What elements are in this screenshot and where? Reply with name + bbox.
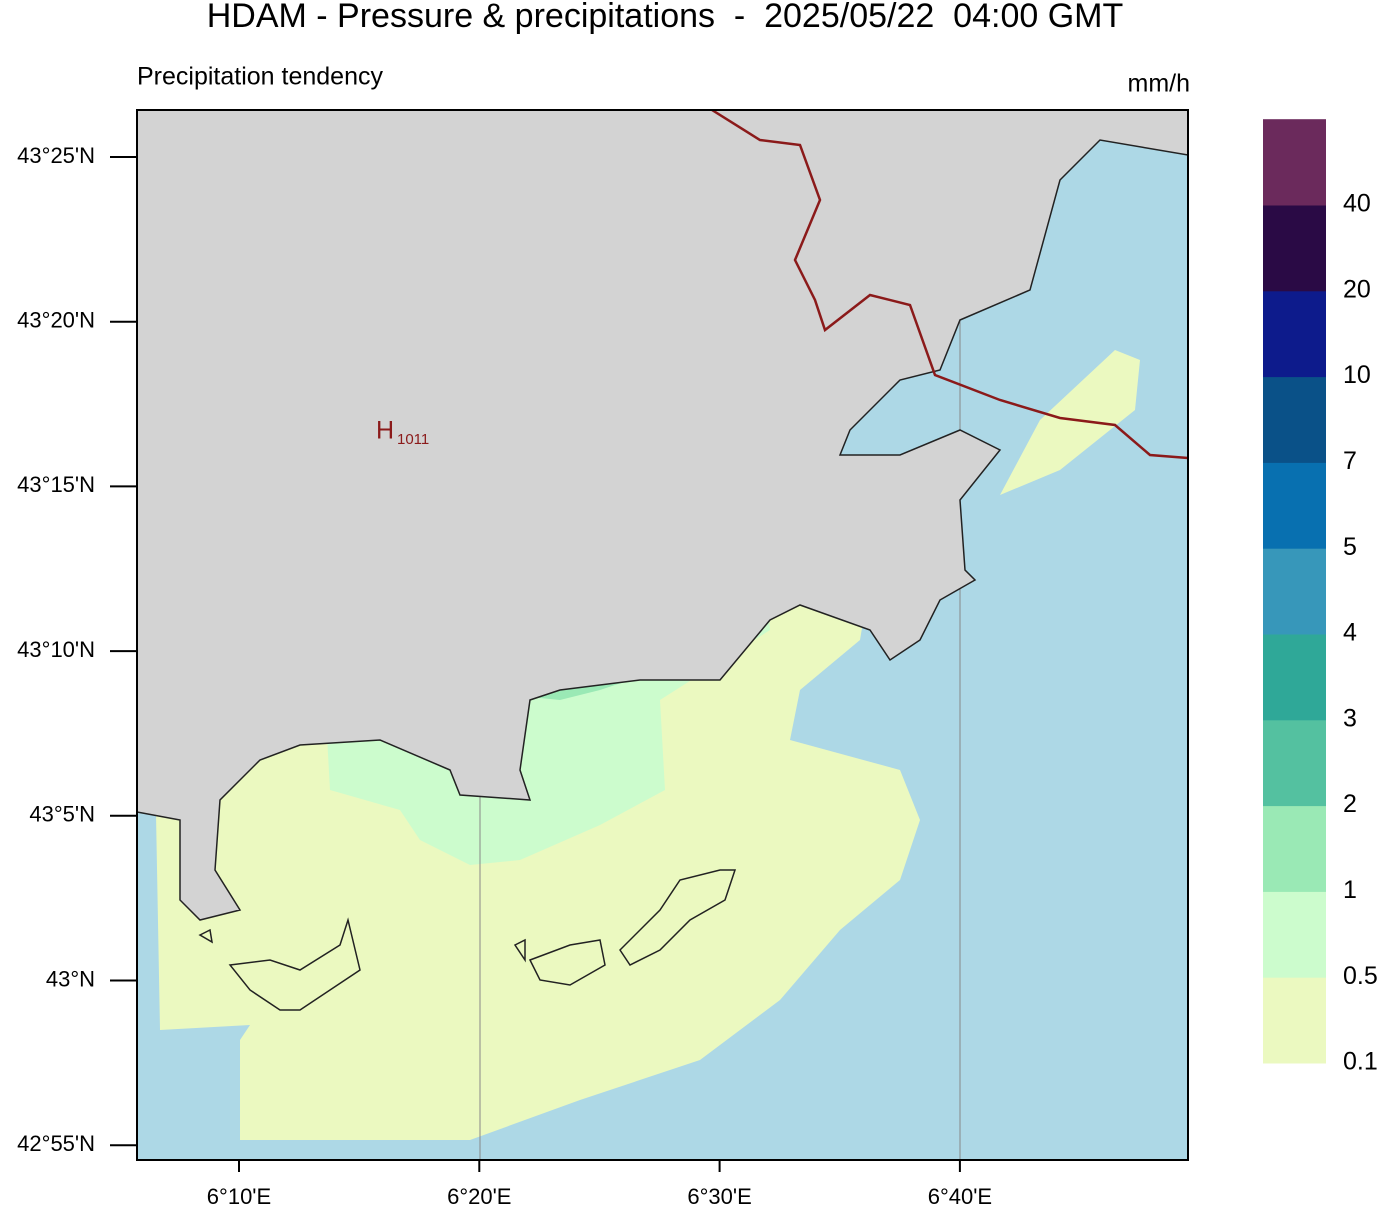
- legend-label: 10: [1343, 361, 1371, 389]
- y-tick-label: 43°5'N: [29, 802, 95, 827]
- legend-swatch: [1263, 290, 1326, 378]
- y-tick-label: 43°10'N: [17, 637, 95, 662]
- y-tick-label: 43°25'N: [17, 143, 95, 168]
- unit: mm/h: [1128, 70, 1191, 98]
- legend-label: 7: [1343, 447, 1357, 475]
- legend-label: 5: [1343, 533, 1357, 561]
- legend-label: 0.5: [1343, 962, 1378, 990]
- legend-swatch: [1263, 634, 1326, 721]
- x-tick-label: 6°10'E: [207, 1184, 271, 1209]
- map-area: [137, 110, 1188, 1160]
- legend-swatch: [1263, 462, 1326, 549]
- x-tick-label: 6°40'E: [928, 1184, 992, 1209]
- subtitle: Precipitation tendency: [137, 63, 383, 91]
- y-tick-label: 43°20'N: [17, 308, 95, 333]
- legend-swatch: [1263, 977, 1326, 1064]
- legend-swatch: [1263, 891, 1326, 978]
- legend-swatch: [1263, 719, 1326, 807]
- legend-label: 40: [1343, 190, 1371, 218]
- legend-swatch: [1263, 548, 1326, 635]
- legend-label: 2: [1343, 790, 1357, 818]
- title: HDAM - Pressure & precipitations - 2025/…: [207, 0, 1124, 35]
- pressure-isobar: [711, 110, 1188, 460]
- y-tick-label: 42°55'N: [17, 1131, 95, 1156]
- y-tick-label: 43°N: [46, 966, 95, 991]
- legend-label: 3: [1343, 704, 1357, 732]
- y-tick-label: 43°15'N: [17, 472, 95, 497]
- legend-label: 4: [1343, 619, 1357, 647]
- legend-swatch: [1263, 805, 1326, 892]
- x-tick-label: 6°30'E: [687, 1184, 751, 1209]
- legend-swatch: [1263, 376, 1326, 463]
- islands: [198, 869, 737, 1011]
- map-frame: [136, 109, 1189, 1161]
- pressure-center: H 1011: [376, 417, 429, 448]
- x-tick-label: 6°20'E: [447, 1184, 511, 1209]
- legend-label: 20: [1343, 275, 1371, 303]
- pressure-center-label: H: [376, 417, 394, 445]
- pressure-center-value: 1011: [397, 431, 429, 448]
- legend-label: 0.1: [1343, 1048, 1378, 1076]
- legend-swatch: [1263, 119, 1326, 206]
- legend-label: 1: [1343, 876, 1357, 904]
- legend-swatch: [1263, 205, 1326, 292]
